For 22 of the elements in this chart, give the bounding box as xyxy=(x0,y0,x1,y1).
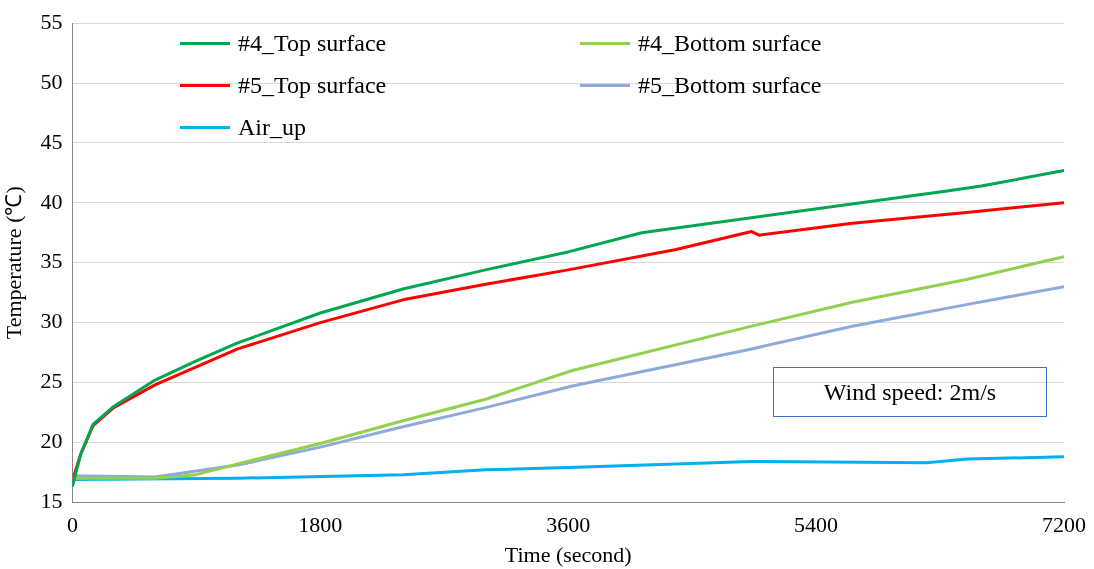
y-tick-label: 30 xyxy=(40,308,63,334)
legend-label: Air_up xyxy=(238,113,306,141)
legend-label: #4_Top surface xyxy=(238,29,387,57)
y-tick-label: 40 xyxy=(40,188,63,214)
x-axis-title: Time (second) xyxy=(504,541,632,567)
x-tick-label: 7200 xyxy=(1042,512,1086,538)
legend-label: #5_Top surface xyxy=(238,71,387,99)
y-tick-label: 45 xyxy=(40,128,63,154)
y-tick-label: 15 xyxy=(40,487,63,513)
y-tick-label: 20 xyxy=(40,428,63,454)
x-tick-label: 3600 xyxy=(546,512,591,538)
x-tick-label: 0 xyxy=(66,512,78,538)
annotation: Wind speed: 2m/s xyxy=(773,367,1047,417)
x-tick-label: 5400 xyxy=(794,512,839,538)
y-tick-label: 25 xyxy=(40,368,63,394)
legend-label: #4_Bottom surface xyxy=(638,29,822,57)
y-tick-label: 50 xyxy=(40,68,63,94)
y-axis-title: Temperature (℃) xyxy=(0,186,26,340)
legend-label: #5_Bottom surface xyxy=(638,71,822,99)
y-tick-label: 35 xyxy=(40,248,63,274)
x-tick-label: 1800 xyxy=(298,512,343,538)
y-tick-label: 55 xyxy=(40,8,63,34)
